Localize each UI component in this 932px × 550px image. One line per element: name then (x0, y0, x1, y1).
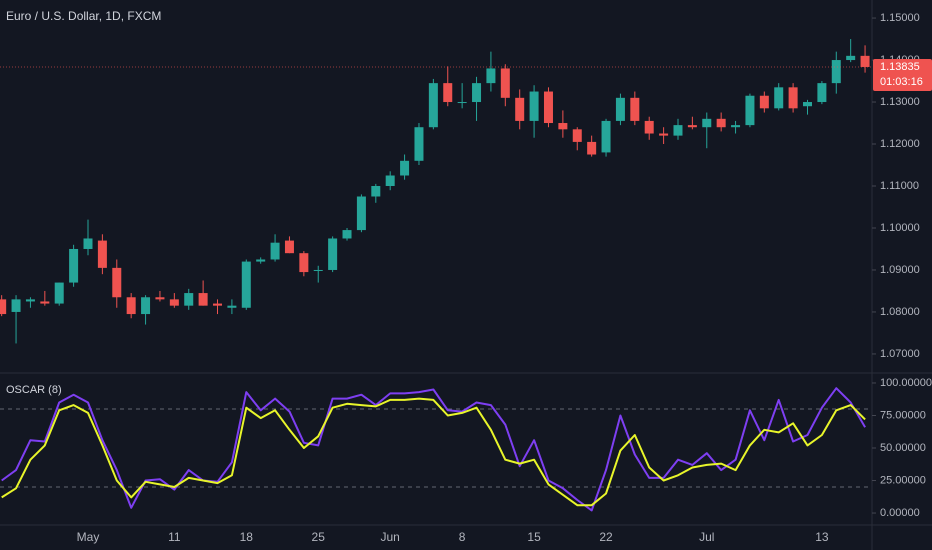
candle-body (11, 299, 21, 312)
candle-body (673, 125, 683, 136)
candle-body (256, 259, 266, 262)
candle-body (0, 299, 7, 315)
last-price-box (873, 58, 932, 91)
candle-body (40, 301, 50, 304)
candle-body (126, 297, 136, 315)
candle-body (659, 133, 669, 136)
candle-body (745, 95, 755, 126)
candle-body (69, 248, 79, 283)
candle-body (25, 299, 35, 302)
candle-body (141, 297, 151, 315)
x-tick-label: 11 (168, 530, 181, 544)
candle-body (313, 269, 323, 271)
candle-body (630, 97, 640, 121)
y-tick-label: 1.12000 (880, 138, 920, 150)
candle-body (356, 196, 366, 231)
candle-body (198, 293, 208, 306)
candle-body (83, 238, 93, 249)
candle-body (529, 91, 539, 121)
candle-body (759, 95, 769, 109)
x-tick-label: May (77, 530, 100, 544)
candle-body (169, 299, 179, 306)
candle-body (112, 267, 122, 298)
candle-body (486, 68, 496, 84)
x-tick-label: 25 (312, 530, 326, 544)
oscillator-line (1, 387, 866, 512)
indicator-title: OSCAR (8) (6, 384, 62, 396)
candle-body (371, 186, 381, 197)
candle-body (299, 253, 309, 273)
y-tick-label: 1.15000 (880, 12, 920, 24)
x-tick-label: Jun (381, 530, 400, 544)
candle-body (788, 87, 798, 109)
candle-body (213, 303, 223, 306)
y-tick-label: 75.00000 (880, 409, 926, 421)
candle-body (443, 83, 453, 103)
y-tick-label: 1.10000 (880, 222, 920, 234)
x-tick-label: 18 (240, 530, 254, 544)
y-tick-label: 100.00000 (880, 377, 932, 389)
candle-body (270, 242, 280, 260)
candle-body (385, 175, 395, 186)
y-tick-label: 1.08000 (880, 306, 920, 318)
y-tick-label: 0.00000 (880, 507, 920, 519)
candle-body (184, 293, 194, 306)
x-tick-label: 15 (527, 530, 541, 544)
candle-body (615, 97, 625, 121)
candle-body (731, 125, 741, 128)
x-tick-label: Jul (699, 530, 714, 544)
candle-body (846, 55, 856, 61)
y-tick-label: 1.07000 (880, 348, 920, 360)
x-tick-label: 22 (599, 530, 613, 544)
last-price-label: 1.13835 (880, 61, 920, 73)
y-tick-label: 25.00000 (880, 474, 926, 486)
candle-body (515, 97, 525, 121)
candle-body (558, 123, 568, 130)
candle-body (587, 141, 597, 155)
y-tick-label: 50.00000 (880, 442, 926, 454)
candle-body (284, 240, 294, 254)
candle-body (328, 238, 338, 270)
y-tick-label: 1.13000 (880, 96, 920, 108)
candle-body (702, 118, 712, 128)
candle-body (803, 102, 812, 107)
candle-body (400, 160, 410, 176)
candle-body (342, 230, 352, 239)
candle-body (500, 68, 510, 98)
candle-body (572, 129, 582, 142)
candle-body (155, 297, 165, 300)
candle-body (54, 282, 64, 304)
candle-body (644, 120, 654, 134)
candle-body (774, 87, 784, 109)
candle-body (457, 102, 467, 104)
countdown: 01:03:16 (880, 76, 923, 88)
candle-body (414, 127, 424, 161)
x-tick-label: 8 (459, 530, 466, 544)
candle-body (428, 83, 438, 128)
oscillator-line (1, 397, 866, 507)
chart-title: Euro / U.S. Dollar, 1D, FXCM (6, 9, 161, 23)
x-tick-label: 13 (815, 530, 829, 544)
candle-body (831, 60, 841, 84)
y-tick-label: 1.09000 (880, 264, 920, 276)
candle-body (860, 55, 870, 67)
candle-body (817, 83, 827, 103)
candle-body (241, 261, 251, 308)
candle-body (716, 118, 726, 128)
candle-body (543, 91, 553, 124)
candle-body (687, 125, 697, 128)
candle-body (472, 83, 482, 103)
candle-body (601, 120, 611, 153)
candle-body (97, 240, 107, 268)
candle-body (227, 305, 237, 308)
y-tick-label: 1.11000 (880, 180, 919, 192)
